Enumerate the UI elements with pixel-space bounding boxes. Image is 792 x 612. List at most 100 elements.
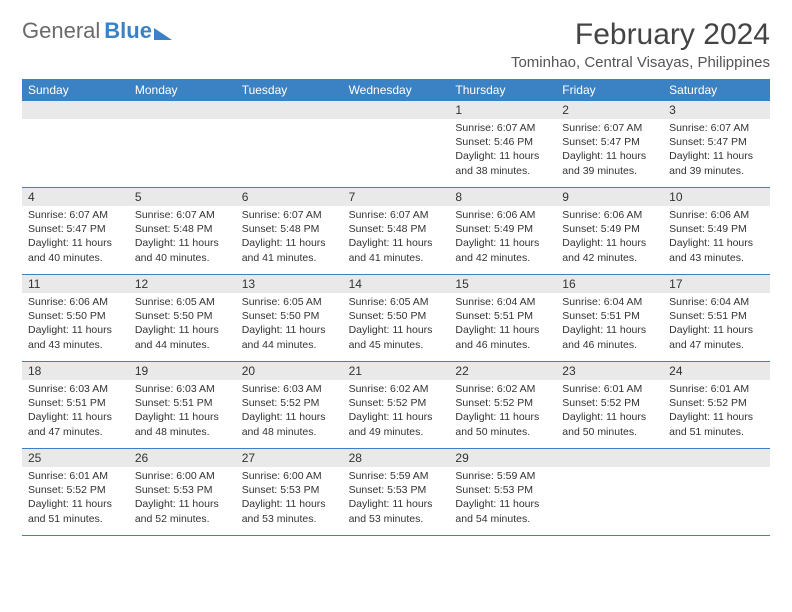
day-cell: 26Sunrise: 6:00 AMSunset: 5:53 PMDayligh… (129, 449, 236, 535)
day-day2: and 39 minutes. (669, 164, 764, 178)
day-cell: 29Sunrise: 5:59 AMSunset: 5:53 PMDayligh… (449, 449, 556, 535)
day-number (236, 101, 343, 119)
day-day2: and 46 minutes. (455, 338, 550, 352)
day-day2: and 43 minutes. (669, 251, 764, 265)
day-day1: Daylight: 11 hours (135, 236, 230, 250)
day-cell: 10Sunrise: 6:06 AMSunset: 5:49 PMDayligh… (663, 188, 770, 274)
day-day1: Daylight: 11 hours (135, 410, 230, 424)
day-sunset: Sunset: 5:46 PM (455, 135, 550, 149)
day-cell: 20Sunrise: 6:03 AMSunset: 5:52 PMDayligh… (236, 362, 343, 448)
day-cell: 25Sunrise: 6:01 AMSunset: 5:52 PMDayligh… (22, 449, 129, 535)
day-day2: and 53 minutes. (349, 512, 444, 526)
day-cell: 16Sunrise: 6:04 AMSunset: 5:51 PMDayligh… (556, 275, 663, 361)
day-number: 13 (236, 275, 343, 293)
day-sunrise: Sunrise: 6:06 AM (28, 295, 123, 309)
day-body: Sunrise: 6:04 AMSunset: 5:51 PMDaylight:… (556, 293, 663, 356)
day-body: Sunrise: 6:04 AMSunset: 5:51 PMDaylight:… (449, 293, 556, 356)
week-row: 4Sunrise: 6:07 AMSunset: 5:47 PMDaylight… (22, 188, 770, 275)
day-day2: and 42 minutes. (455, 251, 550, 265)
day-body: Sunrise: 6:07 AMSunset: 5:48 PMDaylight:… (343, 206, 450, 269)
day-sunset: Sunset: 5:51 PM (562, 309, 657, 323)
location: Tominhao, Central Visayas, Philippines (511, 54, 770, 71)
day-day1: Daylight: 11 hours (135, 497, 230, 511)
day-sunrise: Sunrise: 6:03 AM (135, 382, 230, 396)
day-body: Sunrise: 6:03 AMSunset: 5:51 PMDaylight:… (22, 380, 129, 443)
day-sunrise: Sunrise: 6:00 AM (242, 469, 337, 483)
day-number: 18 (22, 362, 129, 380)
day-day2: and 47 minutes. (28, 425, 123, 439)
week-row: 18Sunrise: 6:03 AMSunset: 5:51 PMDayligh… (22, 362, 770, 449)
day-number: 17 (663, 275, 770, 293)
day-cell: 7Sunrise: 6:07 AMSunset: 5:48 PMDaylight… (343, 188, 450, 274)
day-number: 10 (663, 188, 770, 206)
day-day2: and 44 minutes. (242, 338, 337, 352)
day-sunrise: Sunrise: 6:01 AM (28, 469, 123, 483)
logo-triangle-icon (154, 28, 172, 40)
day-day1: Daylight: 11 hours (562, 236, 657, 250)
day-sunset: Sunset: 5:48 PM (242, 222, 337, 236)
day-day2: and 50 minutes. (455, 425, 550, 439)
day-sunrise: Sunrise: 6:07 AM (242, 208, 337, 222)
day-body: Sunrise: 6:07 AMSunset: 5:47 PMDaylight:… (663, 119, 770, 182)
day-sunset: Sunset: 5:47 PM (28, 222, 123, 236)
day-number: 4 (22, 188, 129, 206)
day-sunrise: Sunrise: 6:06 AM (669, 208, 764, 222)
day-number: 9 (556, 188, 663, 206)
day-day1: Daylight: 11 hours (349, 410, 444, 424)
day-day2: and 43 minutes. (28, 338, 123, 352)
day-day1: Daylight: 11 hours (28, 323, 123, 337)
logo-text-a: General (22, 18, 100, 44)
day-day1: Daylight: 11 hours (562, 323, 657, 337)
day-day2: and 51 minutes. (669, 425, 764, 439)
day-day2: and 47 minutes. (669, 338, 764, 352)
day-cell: 6Sunrise: 6:07 AMSunset: 5:48 PMDaylight… (236, 188, 343, 274)
day-body: Sunrise: 6:06 AMSunset: 5:49 PMDaylight:… (449, 206, 556, 269)
day-day1: Daylight: 11 hours (242, 410, 337, 424)
day-sunset: Sunset: 5:49 PM (562, 222, 657, 236)
day-sunrise: Sunrise: 6:07 AM (562, 121, 657, 135)
day-cell: 5Sunrise: 6:07 AMSunset: 5:48 PMDaylight… (129, 188, 236, 274)
day-body: Sunrise: 6:07 AMSunset: 5:47 PMDaylight:… (22, 206, 129, 269)
day-sunset: Sunset: 5:53 PM (349, 483, 444, 497)
day-number: 22 (449, 362, 556, 380)
day-body: Sunrise: 6:06 AMSunset: 5:49 PMDaylight:… (663, 206, 770, 269)
day-sunset: Sunset: 5:52 PM (28, 483, 123, 497)
day-cell: 24Sunrise: 6:01 AMSunset: 5:52 PMDayligh… (663, 362, 770, 448)
day-sunset: Sunset: 5:47 PM (562, 135, 657, 149)
day-body: Sunrise: 6:03 AMSunset: 5:52 PMDaylight:… (236, 380, 343, 443)
day-day1: Daylight: 11 hours (562, 410, 657, 424)
day-body: Sunrise: 6:06 AMSunset: 5:50 PMDaylight:… (22, 293, 129, 356)
day-number: 23 (556, 362, 663, 380)
day-body: Sunrise: 6:05 AMSunset: 5:50 PMDaylight:… (236, 293, 343, 356)
day-sunset: Sunset: 5:52 PM (242, 396, 337, 410)
day-day1: Daylight: 11 hours (455, 236, 550, 250)
day-number: 8 (449, 188, 556, 206)
day-number: 28 (343, 449, 450, 467)
day-number: 27 (236, 449, 343, 467)
day-body: Sunrise: 6:07 AMSunset: 5:48 PMDaylight:… (129, 206, 236, 269)
day-day1: Daylight: 11 hours (28, 236, 123, 250)
day-day2: and 48 minutes. (135, 425, 230, 439)
day-sunset: Sunset: 5:53 PM (135, 483, 230, 497)
day-cell (236, 101, 343, 187)
day-day1: Daylight: 11 hours (562, 149, 657, 163)
day-sunset: Sunset: 5:51 PM (669, 309, 764, 323)
day-day2: and 40 minutes. (135, 251, 230, 265)
day-cell: 22Sunrise: 6:02 AMSunset: 5:52 PMDayligh… (449, 362, 556, 448)
day-header: Thursday (449, 79, 556, 101)
day-sunset: Sunset: 5:52 PM (349, 396, 444, 410)
day-day2: and 50 minutes. (562, 425, 657, 439)
day-cell: 17Sunrise: 6:04 AMSunset: 5:51 PMDayligh… (663, 275, 770, 361)
day-cell: 3Sunrise: 6:07 AMSunset: 5:47 PMDaylight… (663, 101, 770, 187)
day-sunrise: Sunrise: 6:01 AM (562, 382, 657, 396)
day-cell: 4Sunrise: 6:07 AMSunset: 5:47 PMDaylight… (22, 188, 129, 274)
day-cell: 9Sunrise: 6:06 AMSunset: 5:49 PMDaylight… (556, 188, 663, 274)
day-sunset: Sunset: 5:47 PM (669, 135, 764, 149)
day-header: Friday (556, 79, 663, 101)
day-sunrise: Sunrise: 6:06 AM (455, 208, 550, 222)
day-number (129, 101, 236, 119)
day-number: 7 (343, 188, 450, 206)
day-body: Sunrise: 5:59 AMSunset: 5:53 PMDaylight:… (343, 467, 450, 530)
day-body: Sunrise: 5:59 AMSunset: 5:53 PMDaylight:… (449, 467, 556, 530)
day-sunset: Sunset: 5:49 PM (455, 222, 550, 236)
